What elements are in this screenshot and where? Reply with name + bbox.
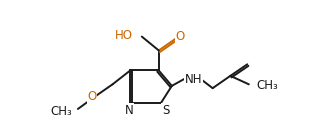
Text: NH: NH <box>185 73 202 86</box>
Text: CH₃: CH₃ <box>256 79 278 92</box>
Text: O: O <box>87 90 96 103</box>
Text: N: N <box>125 104 134 117</box>
Text: O: O <box>176 30 185 43</box>
Text: CH₃: CH₃ <box>50 105 72 118</box>
Text: S: S <box>162 104 169 117</box>
Text: HO: HO <box>115 29 133 42</box>
